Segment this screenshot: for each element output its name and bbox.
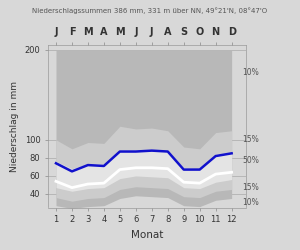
Text: 50%: 50% (242, 156, 259, 165)
Text: 10%: 10% (242, 68, 259, 76)
Text: 10%: 10% (242, 198, 259, 207)
Text: 15%: 15% (242, 135, 259, 144)
Text: Niederschlagssummen 386 mm, 331 m über NN, 49°21'N, 08°47'O: Niederschlagssummen 386 mm, 331 m über N… (32, 8, 268, 14)
Text: 15%: 15% (242, 183, 259, 192)
X-axis label: Monat: Monat (131, 230, 163, 240)
Y-axis label: Niederschlag in mm: Niederschlag in mm (10, 81, 19, 172)
